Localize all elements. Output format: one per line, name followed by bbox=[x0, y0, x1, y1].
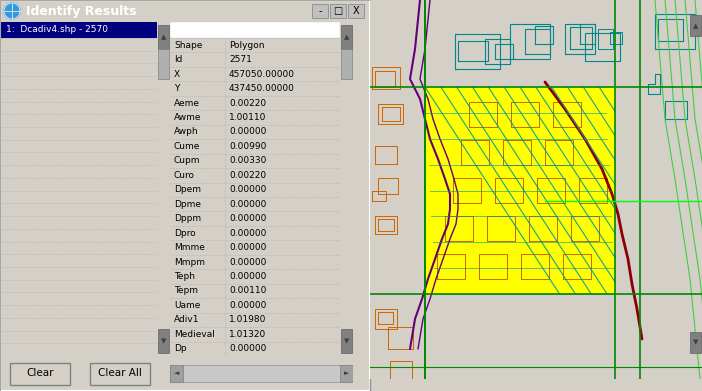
Text: ▼: ▼ bbox=[161, 338, 166, 344]
Text: ◄: ◄ bbox=[173, 371, 179, 377]
Bar bbox=[170, 22, 340, 38]
Text: Uame: Uame bbox=[174, 301, 200, 310]
Bar bbox=[341, 329, 352, 353]
Text: Dpro: Dpro bbox=[174, 229, 196, 238]
Text: 1.00110: 1.00110 bbox=[229, 113, 266, 122]
Text: 0.00110: 0.00110 bbox=[229, 287, 266, 296]
Text: 0.00000: 0.00000 bbox=[229, 214, 266, 223]
Text: Clear All: Clear All bbox=[98, 368, 142, 378]
Text: X: X bbox=[352, 6, 359, 16]
Text: Dpme: Dpme bbox=[174, 200, 201, 209]
Text: Awph: Awph bbox=[174, 127, 199, 136]
Text: Shape: Shape bbox=[174, 41, 202, 50]
Text: ▼: ▼ bbox=[344, 338, 349, 344]
Bar bbox=[0, 22, 157, 38]
Text: □: □ bbox=[333, 6, 343, 16]
Bar bbox=[170, 365, 353, 382]
Text: Awme: Awme bbox=[174, 113, 201, 122]
Text: 0.00000: 0.00000 bbox=[229, 301, 266, 310]
Text: Teph: Teph bbox=[174, 272, 195, 281]
Text: 457050.00000: 457050.00000 bbox=[229, 70, 295, 79]
Text: Mmpm: Mmpm bbox=[174, 258, 205, 267]
Text: 0.00000: 0.00000 bbox=[229, 185, 266, 194]
Text: Dppm: Dppm bbox=[174, 214, 201, 223]
Text: Tepm: Tepm bbox=[174, 287, 198, 296]
Text: 0.00000: 0.00000 bbox=[229, 229, 266, 238]
Bar bbox=[10, 362, 70, 384]
Text: -: - bbox=[318, 6, 322, 16]
Text: Polygon: Polygon bbox=[229, 41, 265, 50]
Text: Cupm: Cupm bbox=[174, 156, 201, 165]
Bar bbox=[425, 87, 615, 294]
Text: 2571: 2571 bbox=[229, 55, 252, 64]
Text: Clear: Clear bbox=[26, 368, 54, 378]
Text: Adiv1: Adiv1 bbox=[174, 316, 199, 325]
Bar bbox=[158, 329, 168, 353]
Text: Dp: Dp bbox=[174, 344, 187, 353]
Bar bbox=[341, 25, 352, 49]
Text: ▼: ▼ bbox=[693, 339, 698, 345]
Text: Medieval: Medieval bbox=[174, 330, 215, 339]
Text: 1.01320: 1.01320 bbox=[229, 330, 266, 339]
Text: 437450.00000: 437450.00000 bbox=[229, 84, 295, 93]
Text: 0.00000: 0.00000 bbox=[229, 127, 266, 136]
Circle shape bbox=[4, 3, 20, 19]
Text: 0.00000: 0.00000 bbox=[229, 258, 266, 267]
Text: Curo: Curo bbox=[174, 171, 195, 180]
Text: Id: Id bbox=[174, 55, 183, 64]
Text: X: X bbox=[174, 70, 180, 79]
Text: Cume: Cume bbox=[174, 142, 200, 151]
Bar bbox=[341, 49, 352, 79]
Bar bbox=[312, 4, 328, 18]
Text: 0.00990: 0.00990 bbox=[229, 142, 266, 151]
Bar bbox=[348, 4, 364, 18]
Bar bbox=[90, 362, 150, 384]
Text: 0.00000: 0.00000 bbox=[229, 243, 266, 252]
Text: ►: ► bbox=[344, 371, 350, 377]
Text: ▲: ▲ bbox=[344, 34, 349, 40]
Text: 0.00220: 0.00220 bbox=[229, 171, 266, 180]
Text: ▲: ▲ bbox=[161, 34, 166, 40]
Text: 0.00330: 0.00330 bbox=[229, 156, 266, 165]
Text: 1:  Dcadiv4.shp - 2570: 1: Dcadiv4.shp - 2570 bbox=[6, 25, 108, 34]
Text: Identify Results: Identify Results bbox=[26, 5, 136, 18]
Text: Dpem: Dpem bbox=[174, 185, 201, 194]
Bar bbox=[340, 365, 353, 382]
Text: 0.00000: 0.00000 bbox=[229, 344, 266, 353]
Text: 0.00220: 0.00220 bbox=[229, 99, 266, 108]
Bar bbox=[690, 332, 701, 353]
Text: 0.00000: 0.00000 bbox=[229, 272, 266, 281]
Text: Aeme: Aeme bbox=[174, 99, 200, 108]
Text: Y: Y bbox=[174, 84, 180, 93]
Bar bbox=[690, 15, 701, 36]
Bar bbox=[158, 25, 168, 49]
Bar bbox=[170, 365, 183, 382]
Text: ▲: ▲ bbox=[693, 23, 698, 29]
Bar bbox=[330, 4, 346, 18]
Text: Mmme: Mmme bbox=[174, 243, 205, 252]
Bar bbox=[158, 49, 168, 79]
Text: 1.01980: 1.01980 bbox=[229, 316, 266, 325]
Text: 0.00000: 0.00000 bbox=[229, 200, 266, 209]
